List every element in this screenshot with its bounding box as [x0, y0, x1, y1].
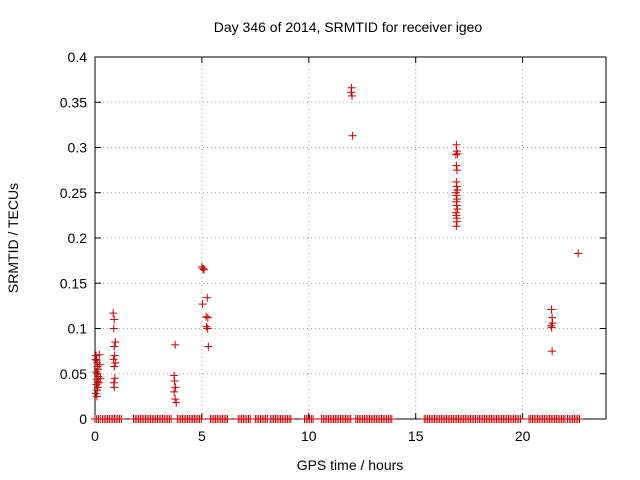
- data-point: [547, 323, 556, 332]
- data-point: [575, 415, 584, 423]
- data-point: [200, 265, 209, 274]
- data-point: [452, 217, 461, 226]
- data-point: [452, 201, 461, 210]
- data-point: [92, 392, 101, 401]
- data-point: [198, 264, 207, 273]
- x-tick-label: 0: [91, 428, 99, 444]
- data-point: [547, 305, 556, 314]
- data-point: [109, 309, 118, 318]
- y-tick-label: 0.4: [68, 49, 88, 65]
- data-point: [516, 415, 525, 423]
- data-point: [387, 415, 396, 423]
- y-tick-label: 0.25: [60, 185, 87, 201]
- data-point: [452, 166, 461, 175]
- x-axis-label: GPS time / hours: [297, 457, 404, 473]
- x-tick-label: 10: [301, 428, 317, 444]
- data-point: [202, 312, 211, 321]
- data-point: [170, 387, 179, 396]
- y-tick-label: 0.1: [68, 321, 88, 337]
- data-point: [171, 383, 180, 392]
- data-point: [109, 324, 118, 333]
- data-point: [202, 322, 211, 331]
- data-point: [451, 150, 460, 159]
- x-tick-label: 20: [515, 428, 531, 444]
- data-point: [223, 415, 232, 423]
- data-point: [110, 315, 119, 324]
- data-point: [111, 358, 120, 367]
- y-tick-label: 0.15: [60, 275, 87, 291]
- data-point: [91, 355, 100, 364]
- data-point: [452, 161, 461, 170]
- data-point: [347, 91, 356, 100]
- data-point: [198, 300, 207, 309]
- ticks: 0 0.05 0.1 0.15 0.2 0.25 0.3 0.35 0.4 0 5 10 15 20: [60, 49, 606, 444]
- data-point: [109, 355, 118, 364]
- data-point: [92, 367, 101, 376]
- data-point: [452, 182, 461, 191]
- data-point: [95, 360, 104, 369]
- data-point: [110, 383, 119, 392]
- data-point: [347, 88, 356, 97]
- data-point: [204, 342, 213, 351]
- data-point: [453, 149, 462, 158]
- data-point: [95, 350, 104, 359]
- data-point: [172, 398, 181, 407]
- data-point: [117, 415, 126, 423]
- data-point: [110, 374, 119, 383]
- y-tick-label: 0.05: [60, 366, 87, 382]
- data-point: [170, 376, 179, 385]
- chart-title: Day 346 of 2014, SRMTID for receiver ige…: [214, 19, 483, 35]
- data-point: [348, 131, 357, 140]
- data-point: [110, 342, 119, 351]
- data-point: [110, 351, 119, 360]
- data-point: [111, 338, 120, 347]
- data-point: [574, 249, 583, 258]
- y-tick-label: 0.35: [60, 94, 87, 110]
- data-point: [197, 415, 206, 423]
- data-point: [309, 415, 318, 423]
- data-point: [110, 362, 119, 371]
- data-point: [171, 395, 180, 404]
- data-point: [171, 340, 180, 349]
- data-point: [203, 293, 212, 302]
- data-point: [203, 313, 212, 322]
- data-points: [91, 83, 584, 423]
- data-point: [547, 321, 556, 330]
- data-point: [94, 378, 103, 387]
- data-point: [96, 374, 105, 383]
- grid: [95, 57, 606, 419]
- x-tick-label: 15: [408, 428, 424, 444]
- data-point: [286, 415, 295, 423]
- y-tick-label: 0.2: [68, 230, 88, 246]
- x-tick-label: 5: [198, 428, 206, 444]
- y-axis-label: SRMTID / TECUs: [5, 183, 21, 293]
- data-point: [452, 222, 461, 231]
- y-tick-label: 0: [79, 411, 87, 427]
- data-point: [453, 205, 462, 214]
- data-point: [548, 347, 557, 356]
- data-point: [203, 324, 212, 333]
- y-tick-label: 0.3: [68, 140, 88, 156]
